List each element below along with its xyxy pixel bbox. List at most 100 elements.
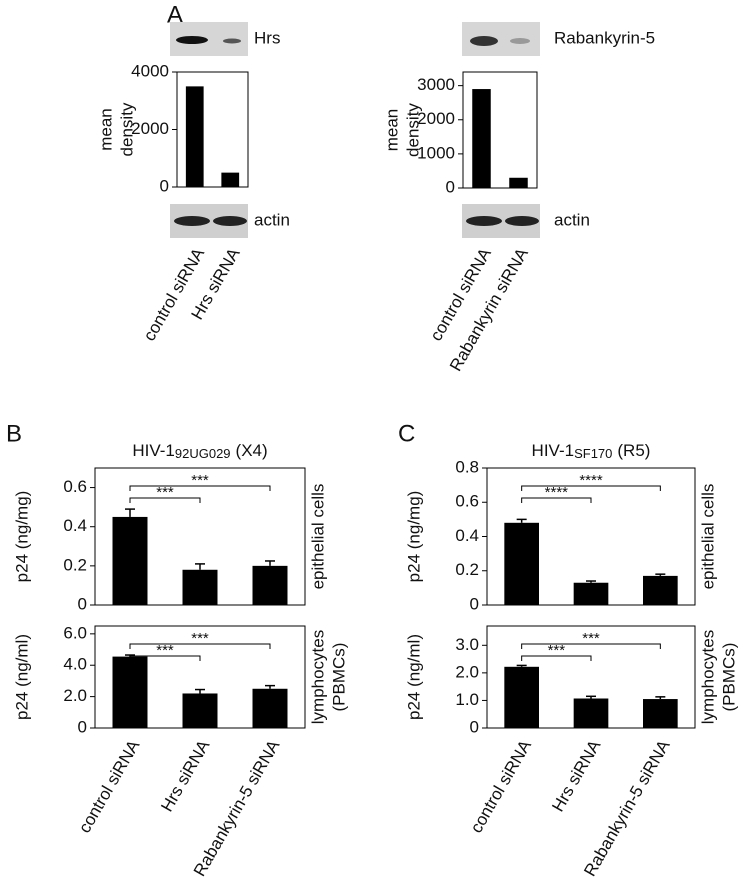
- y-tick-label: 0: [78, 717, 87, 736]
- y-tick-label: 1.0: [455, 690, 479, 709]
- significance-label: ***: [582, 630, 600, 647]
- title-suffix: (X4): [236, 441, 268, 460]
- right-axis-label: lymphocytes: [698, 630, 717, 724]
- bar: [112, 656, 148, 728]
- y-tick-label: 0: [446, 177, 455, 196]
- significance-bracket: [521, 485, 661, 491]
- y-axis-label: p24 (ng/mg): [12, 491, 31, 583]
- significance-bracket: [129, 485, 271, 491]
- y-axis-label: p24 (ng/ml): [12, 634, 31, 720]
- bar: [252, 565, 288, 605]
- significance-bracket: [129, 497, 201, 503]
- significance-label: ****: [545, 484, 569, 501]
- bar: [112, 516, 148, 605]
- y-axis-label: p24 (ng/mg): [404, 491, 423, 583]
- title-sub: 92UG029: [175, 446, 231, 461]
- y-tick-label: 0.2: [63, 555, 87, 574]
- y-tick-label: 0: [78, 594, 87, 613]
- significance-label: ***: [191, 472, 209, 489]
- error-bar: [655, 573, 666, 576]
- significance-label: ***: [548, 642, 566, 659]
- y-tick-label: 3.0: [455, 635, 479, 654]
- bar: [504, 522, 539, 605]
- error-bar: [655, 696, 666, 700]
- bar: [472, 89, 491, 188]
- y-tick-label: 2.0: [455, 662, 479, 681]
- significance-bracket: [129, 643, 271, 649]
- panel-label: B: [6, 420, 22, 447]
- y-tick-label: 0.6: [63, 477, 87, 496]
- panel-label: A: [167, 1, 183, 28]
- y-tick-label: 4.0: [63, 655, 87, 674]
- error-bar: [516, 664, 527, 667]
- bar: [252, 688, 288, 728]
- right-axis-label: epithelial cells: [698, 484, 717, 590]
- bar: [185, 86, 204, 187]
- bar: [509, 177, 528, 188]
- error-bar: [265, 684, 275, 689]
- title-suffix: (R5): [617, 441, 650, 460]
- chart-title: HIV-192UG029 (X4): [132, 441, 267, 461]
- error-bar: [586, 580, 596, 583]
- y-tick-label: 2000: [417, 109, 455, 128]
- error-bar: [265, 560, 275, 566]
- title-sub: SF170: [574, 446, 612, 461]
- significance-bracket: [129, 655, 201, 661]
- y-axis-label: mean: [382, 109, 401, 152]
- y-tick-label: 6.0: [63, 623, 87, 642]
- y-tick-label: 0.8: [455, 457, 479, 476]
- blot-label: Rabankyrin-5: [554, 28, 655, 47]
- title-main: HIV-1: [532, 441, 575, 460]
- y-tick-label: 0: [470, 594, 479, 613]
- significance-label: ****: [579, 472, 603, 489]
- x-tick-label: Hrs siRNA: [548, 736, 604, 815]
- significance-label: ***: [191, 630, 209, 647]
- right-axis-label: (PBMCs): [719, 643, 738, 712]
- y-tick-label: 0.4: [63, 516, 87, 535]
- y-tick-label: 0.4: [455, 526, 479, 545]
- error-bar: [125, 508, 135, 517]
- error-bar: [516, 518, 527, 523]
- significance-bracket: [521, 497, 592, 503]
- y-tick-label: 2.0: [63, 686, 87, 705]
- y-axis-label: p24 (ng/ml): [404, 634, 423, 720]
- y-tick-label: 3000: [417, 75, 455, 94]
- blot-label: Hrs: [254, 28, 280, 47]
- right-axis-label: (PBMCs): [329, 643, 348, 712]
- right-axis-label: lymphocytes: [308, 630, 327, 724]
- y-tick-label: 0.2: [455, 560, 479, 579]
- bar: [573, 698, 609, 728]
- blot-images: [170, 22, 540, 238]
- y-tick-label: 4000: [131, 61, 169, 80]
- title-main: HIV-1: [132, 441, 175, 460]
- loading-label: actin: [254, 210, 290, 229]
- x-tick-label: Hrs siRNA: [157, 736, 213, 815]
- bar: [504, 666, 539, 728]
- bar: [182, 569, 218, 605]
- bar: [643, 575, 678, 605]
- significance-label: ***: [156, 484, 174, 501]
- y-tick-label: 0.6: [455, 492, 479, 511]
- y-axis-label: mean: [96, 108, 115, 151]
- x-tick-label: control siRNA: [467, 736, 536, 836]
- y-tick-label: 2000: [131, 119, 169, 138]
- x-tick-label: control siRNA: [75, 736, 144, 836]
- bar: [221, 172, 240, 187]
- right-axis-label: epithelial cells: [308, 484, 327, 590]
- significance-bracket: [521, 655, 592, 661]
- significance-label: ***: [156, 642, 174, 659]
- bar: [182, 693, 218, 728]
- chart-title: HIV-1SF170 (R5): [532, 441, 651, 461]
- error-bar: [195, 688, 205, 694]
- significance-bracket: [521, 643, 661, 649]
- panel-label: C: [398, 420, 415, 447]
- y-tick-label: 1000: [417, 143, 455, 162]
- y-axis-label: density: [403, 103, 422, 157]
- bar: [573, 582, 609, 605]
- error-bar: [195, 563, 205, 570]
- y-axis-label: density: [117, 102, 136, 156]
- bar: [643, 699, 678, 728]
- error-bar: [586, 695, 596, 699]
- loading-label: actin: [554, 210, 590, 229]
